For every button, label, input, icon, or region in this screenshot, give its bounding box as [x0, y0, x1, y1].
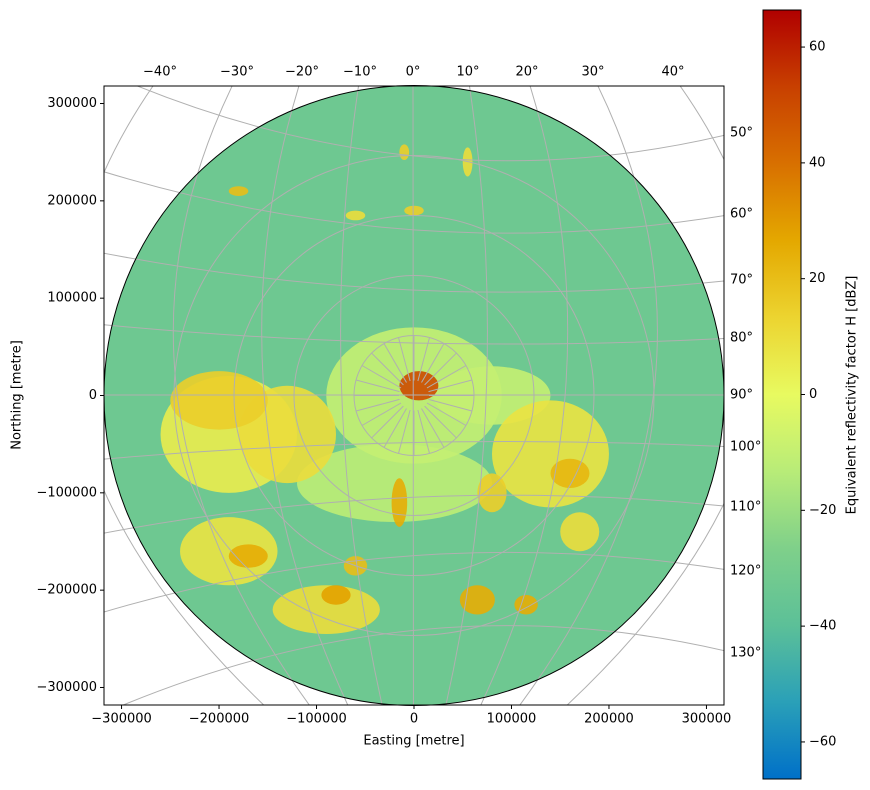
grid-line	[566, 86, 724, 705]
colorbar-label: Equivalent reflectivity factor H [dBZ]	[845, 276, 860, 515]
x-tick-label: −100000	[286, 712, 347, 727]
lon-label: −40°	[143, 65, 177, 80]
grid-spoke	[424, 405, 457, 439]
echo	[228, 186, 249, 196]
lon-label: 0°	[406, 65, 421, 80]
x-tick-label: 0	[410, 712, 418, 727]
lat-label: 110°	[730, 500, 761, 515]
echo	[272, 585, 380, 634]
lat-label: 90°	[730, 388, 753, 403]
grid-spoke	[417, 337, 431, 382]
grid-spoke	[397, 409, 411, 454]
echo	[399, 144, 410, 160]
colorbar-tick-label: 20	[809, 271, 826, 286]
colorbar-tick-label: 60	[809, 40, 826, 55]
lat-label: 130°	[730, 646, 761, 661]
colorbar-tick-label: −20	[809, 503, 836, 518]
grid-spoke	[426, 402, 467, 426]
lon-label: 20°	[515, 65, 538, 80]
lat-label: 120°	[730, 564, 761, 579]
grid-line	[122, 625, 724, 705]
grid-spoke	[371, 352, 404, 386]
lat-label: 50°	[730, 126, 753, 141]
lon-label: −30°	[220, 65, 254, 80]
x-tick-label: −200000	[189, 712, 250, 727]
grid-line	[104, 171, 724, 234]
grid-spoke	[361, 402, 402, 426]
grid-ring	[293, 275, 535, 516]
y-tick-label: 0	[89, 388, 97, 403]
grid-spoke	[424, 352, 457, 386]
lat-label: 80°	[730, 331, 753, 346]
y-axis-label: Northing [metre]	[10, 340, 25, 450]
y-tick-label: −100000	[36, 485, 97, 500]
echo	[459, 585, 495, 615]
lat-label: 60°	[730, 207, 753, 222]
colorbar	[762, 9, 802, 780]
x-tick-label: −300000	[91, 712, 152, 727]
echo	[404, 205, 424, 216]
grid-spoke	[355, 379, 400, 393]
colorbar-tick-label: −40	[809, 619, 836, 634]
grid-spoke	[397, 337, 411, 382]
echo	[321, 585, 351, 605]
echo	[477, 473, 507, 513]
x-tick-label: 300000	[682, 712, 732, 727]
grid-spoke	[383, 343, 407, 383]
lat-label: 100°	[730, 440, 761, 455]
echo	[170, 371, 268, 430]
x-tick-label: 200000	[584, 712, 634, 727]
grid-spoke	[428, 398, 473, 412]
colorbar-tick-label: −60	[809, 734, 836, 749]
grid-line	[104, 494, 724, 534]
grid-spoke	[417, 409, 431, 454]
lon-label: 10°	[456, 65, 479, 80]
lon-label: −20°	[285, 65, 319, 80]
y-tick-label: −200000	[36, 583, 97, 598]
colorbar-tick-label: 0	[809, 387, 817, 402]
y-tick-label: 100000	[47, 291, 97, 306]
grid-spoke	[421, 343, 445, 383]
grid-ring	[233, 215, 595, 576]
echo	[345, 210, 366, 221]
x-tick-label: 100000	[487, 712, 537, 727]
grid-spoke	[428, 379, 473, 393]
lon-label: 40°	[661, 65, 684, 80]
lat-label: 70°	[730, 273, 753, 288]
y-tick-label: 300000	[47, 96, 97, 111]
echo	[514, 595, 538, 615]
grid-spoke	[421, 408, 445, 448]
colorbar-tick-label: 40	[809, 155, 826, 170]
x-axis-label: Easting [metre]	[363, 734, 464, 749]
echo	[491, 400, 609, 508]
grid-spoke	[361, 365, 402, 389]
echo	[550, 458, 590, 488]
grid-spoke	[383, 408, 407, 448]
grid-line	[104, 86, 265, 705]
y-tick-label: 200000	[47, 193, 97, 208]
echo	[228, 544, 268, 568]
grid-ring	[173, 155, 655, 636]
y-tick-label: −300000	[36, 680, 97, 695]
lon-label: −10°	[343, 65, 377, 80]
echo	[180, 517, 278, 586]
echo	[391, 478, 408, 527]
echo	[560, 512, 600, 552]
grid-spoke	[426, 365, 467, 389]
grid-line	[104, 551, 724, 613]
grid-line	[104, 252, 724, 293]
grid-spoke	[355, 398, 400, 412]
grid-spoke	[371, 405, 404, 439]
graticule	[104, 86, 724, 705]
lon-label: 30°	[581, 65, 604, 80]
